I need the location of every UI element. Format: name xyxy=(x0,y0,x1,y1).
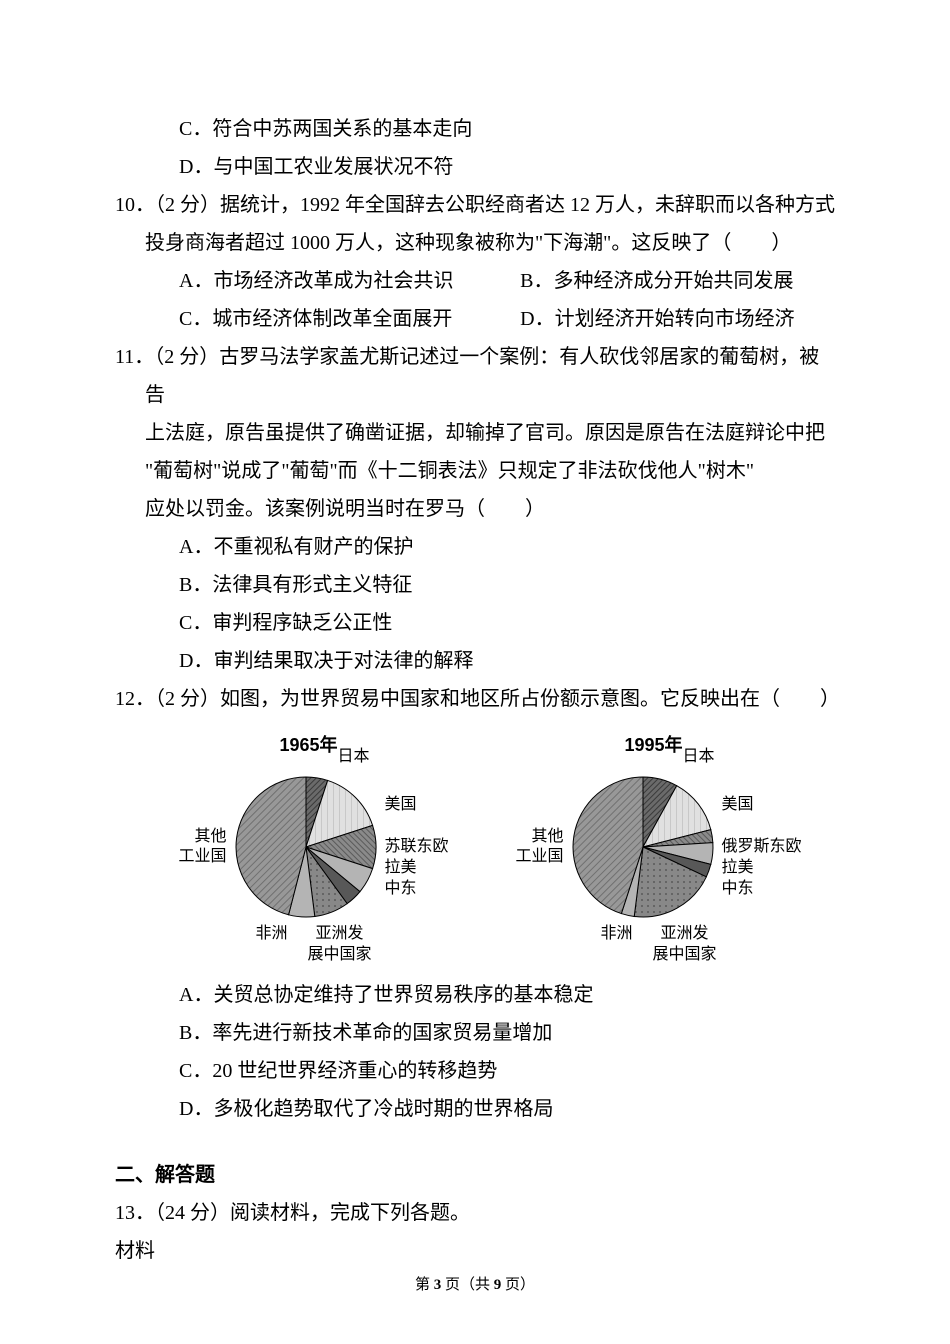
q11-line2: 上法庭，原告虽提供了确凿证据，却输掉了官司。原因是原告在法庭辩论中把 xyxy=(115,414,835,452)
q11-line3: "葡萄树"说成了"葡萄"而《十二铜表法》只规定了非法砍伐他人"树木" xyxy=(115,452,835,490)
chart-1965-year: 1965年 xyxy=(279,728,337,762)
chart-1995-labels-left: 其他工业国 xyxy=(515,827,563,869)
chart-1965-labels-left: 其他工业国 xyxy=(178,827,226,869)
q10-options-cd: C．城市经济体制改革全面展开 D．计划经济开始转向市场经济 xyxy=(115,300,835,338)
q11-option-a: A．不重视私有财产的保护 xyxy=(115,528,835,566)
q10-option-c: C．城市经济体制改革全面展开 xyxy=(179,300,520,338)
q10-option-b: B．多种经济成分开始共同发展 xyxy=(520,262,835,300)
q10-line1: 10．（2 分）据统计，1992 年全国辞去公职经商者达 12 万人，未辞职而以… xyxy=(115,186,835,224)
q12-option-c: C．20 世纪世界经济重心的转移趋势 xyxy=(115,1052,835,1090)
chart-1995: 1995年 日本 其他工业国 美国 俄罗斯东欧拉美中东 非洲 亚洲发展中国家 xyxy=(515,728,801,966)
q11-option-b: B．法律具有形式主义特征 xyxy=(115,566,835,604)
chart-1965-label-asia: 亚洲发展中国家 xyxy=(308,924,372,966)
q12-line1: 12．（2 分）如图，为世界贸易中国家和地区所占份额示意图。它反映出在（ ） xyxy=(115,680,835,718)
q12-option-b: B．率先进行新技术革命的国家贸易量增加 xyxy=(115,1014,835,1052)
chart-1965-labels-right: 美国 苏联东欧拉美中东 xyxy=(385,795,449,899)
q9-option-c: C．符合中苏两国关系的基本走向 xyxy=(115,110,835,148)
page-footer: 第 3 页（共 9 页） xyxy=(0,1271,950,1300)
q11-option-c: C．审判程序缺乏公正性 xyxy=(115,604,835,642)
chart-1995-year: 1995年 xyxy=(624,728,682,762)
q11-line1: 11．（2 分）古罗马法学家盖尤斯记述过一个案例：有人砍伐邻居家的葡萄树，被告 xyxy=(115,338,835,414)
chart-1995-pie xyxy=(568,772,718,922)
chart-1995-label-asia: 亚洲发展中国家 xyxy=(653,924,717,966)
chart-1995-label-japan: 日本 xyxy=(683,728,743,772)
chart-1995-labels-right: 美国 俄罗斯东欧拉美中东 xyxy=(722,795,802,899)
q13-line1: 13．（24 分）阅读材料，完成下列各题。 xyxy=(115,1194,835,1232)
q9-option-d: D．与中国工农业发展状况不符 xyxy=(115,148,835,186)
q13-line2: 材料 xyxy=(115,1232,835,1270)
chart-1965-pie xyxy=(231,772,381,922)
chart-1965-label-africa: 非洲 xyxy=(255,924,287,966)
q11-option-d: D．审判结果取决于对法律的解释 xyxy=(115,642,835,680)
chart-1995-label-africa: 非洲 xyxy=(600,924,632,966)
q10-option-a: A．市场经济改革成为社会共识 xyxy=(179,262,520,300)
q10-options-ab: A．市场经济改革成为社会共识 B．多种经济成分开始共同发展 xyxy=(115,262,835,300)
q12-option-d: D．多极化趋势取代了冷战时期的世界格局 xyxy=(115,1090,835,1128)
chart-1965-label-japan: 日本 xyxy=(338,728,398,772)
chart-1965: 1965年 日本 其他工业国 美国 苏联东欧拉美中东 非洲 亚洲发展中国家 xyxy=(178,728,448,966)
q11-line4: 应处以罚金。该案例说明当时在罗马（ ） xyxy=(115,490,835,528)
q10-option-d: D．计划经济开始转向市场经济 xyxy=(520,300,835,338)
q10-line2: 投身商海者超过 1000 万人，这种现象被称为"下海潮"。这反映了（ ） xyxy=(115,224,835,262)
q12-option-a: A．关贸总协定维持了世界贸易秩序的基本稳定 xyxy=(115,976,835,1014)
section2-heading: 二、解答题 xyxy=(115,1156,835,1194)
q12-charts: 1965年 日本 其他工业国 美国 苏联东欧拉美中东 非洲 亚洲发展中国家 19… xyxy=(115,728,835,966)
